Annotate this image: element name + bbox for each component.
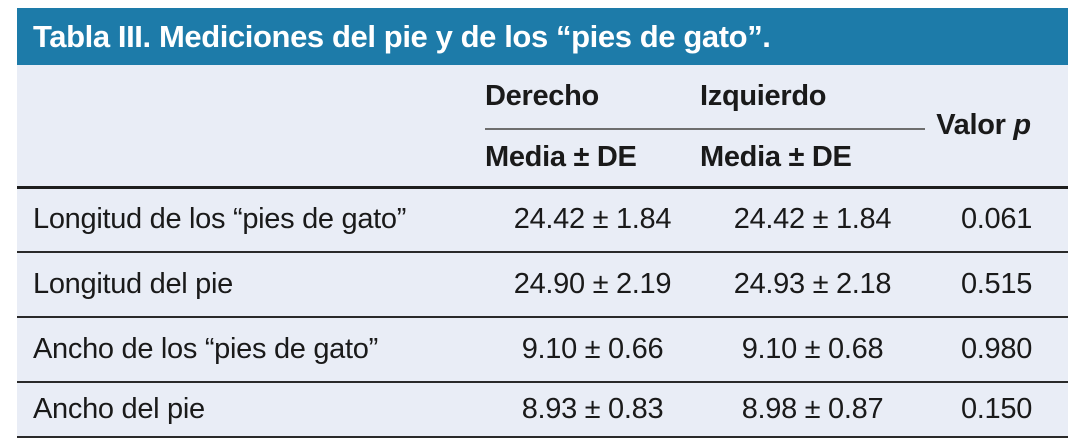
izquierdo-value: 8.98 ± 0.87 bbox=[700, 382, 925, 438]
header-group-row: Derecho Izquierdo Valor p bbox=[17, 65, 1068, 189]
table-header: Derecho Izquierdo Valor p Media ± DE Med… bbox=[17, 65, 1068, 189]
derecho-value: 9.10 ± 0.66 bbox=[485, 317, 700, 383]
p-value: 0.061 bbox=[925, 187, 1068, 253]
p-value: 0.150 bbox=[925, 382, 1068, 438]
header-izquierdo: Izquierdo bbox=[700, 65, 925, 130]
izquierdo-value: 9.10 ± 0.68 bbox=[700, 317, 925, 383]
table-row: Ancho de los “pies de gato” 9.10 ± 0.66 … bbox=[17, 317, 1068, 383]
table-title: Tabla III. Mediciones del pie y de los “… bbox=[33, 18, 771, 54]
derecho-value: 24.90 ± 2.19 bbox=[485, 252, 700, 318]
valor-label: Valor bbox=[936, 108, 1014, 141]
subheader-izquierdo-media-de: Media ± DE bbox=[700, 129, 925, 189]
table-row: Longitud del pie 24.90 ± 2.19 24.93 ± 2.… bbox=[17, 252, 1068, 318]
izquierdo-value: 24.42 ± 1.84 bbox=[700, 187, 925, 253]
header-corner-cell bbox=[17, 65, 485, 189]
measurements-table: Derecho Izquierdo Valor p Media ± DE Med… bbox=[17, 65, 1068, 438]
derecho-value: 8.93 ± 0.83 bbox=[485, 382, 700, 438]
header-derecho: Derecho bbox=[485, 65, 700, 130]
izquierdo-value: 24.93 ± 2.18 bbox=[700, 252, 925, 318]
row-label: Longitud de los “pies de gato” bbox=[17, 187, 485, 253]
p-value: 0.980 bbox=[925, 317, 1068, 383]
table-row: Ancho del pie 8.93 ± 0.83 8.98 ± 0.87 0.… bbox=[17, 382, 1068, 438]
p-symbol: p bbox=[1013, 108, 1031, 141]
header-sub-row: Media ± DE Media ± DE bbox=[17, 129, 1068, 189]
row-label: Ancho del pie bbox=[17, 382, 485, 438]
p-value: 0.515 bbox=[925, 252, 1068, 318]
subheader-derecho-media-de: Media ± DE bbox=[485, 129, 700, 189]
table-row: Longitud de los “pies de gato” 24.42 ± 1… bbox=[17, 187, 1068, 253]
table-card: Tabla III. Mediciones del pie y de los “… bbox=[17, 8, 1068, 438]
row-label: Longitud del pie bbox=[17, 252, 485, 318]
row-label: Ancho de los “pies de gato” bbox=[17, 317, 485, 383]
table-title-bar: Tabla III. Mediciones del pie y de los “… bbox=[17, 8, 1068, 65]
header-valor-p: Valor p bbox=[925, 65, 1068, 189]
derecho-value: 24.42 ± 1.84 bbox=[485, 187, 700, 253]
table-body: Longitud de los “pies de gato” 24.42 ± 1… bbox=[17, 187, 1068, 438]
